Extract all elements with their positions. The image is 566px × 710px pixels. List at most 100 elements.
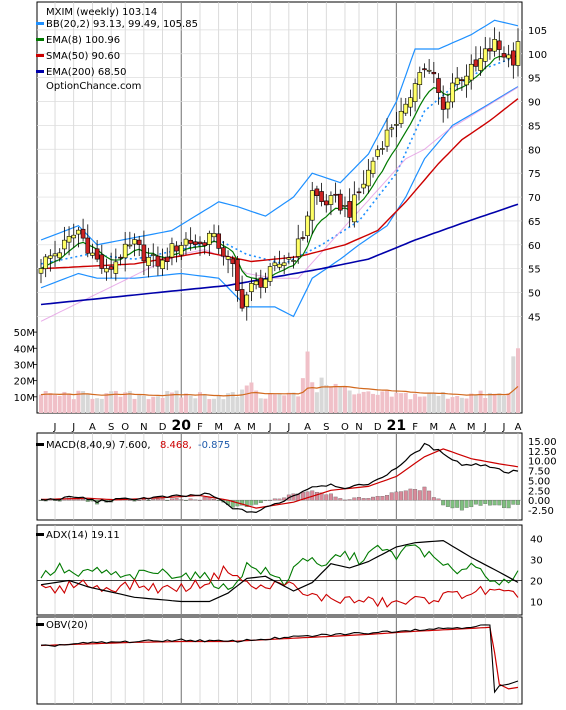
- volume-bar: [43, 390, 48, 413]
- month-label: J: [53, 422, 57, 433]
- volume-bar: [455, 396, 460, 413]
- candle-body: [122, 243, 128, 259]
- candle-body: [384, 129, 390, 147]
- macd-signal-line: [40, 448, 519, 509]
- macd-hist-bar: [324, 494, 329, 501]
- volume-bar: [151, 396, 156, 413]
- candle-body: [48, 255, 53, 259]
- price-panel: [38, 19, 521, 322]
- macd-hist-bar: [184, 500, 188, 501]
- candle-body: [281, 262, 287, 266]
- volume-bar: [109, 391, 114, 413]
- legend-ema200-label: EMA(200) 68.50: [46, 67, 126, 78]
- adx-line: [40, 539, 519, 603]
- month-label: A: [304, 422, 311, 433]
- volume-bar: [71, 399, 76, 413]
- volume-bar: [123, 392, 128, 413]
- month-label: M: [247, 422, 256, 433]
- macd-hist-bar: [333, 496, 338, 501]
- macd-hist-bar: [459, 500, 464, 511]
- price-tick-label: 55: [528, 265, 541, 276]
- macd-hist-bar: [483, 500, 488, 504]
- volume-bar: [408, 399, 413, 413]
- volume-bar: [399, 393, 404, 413]
- candle-body: [450, 82, 455, 103]
- macd-panel: [37, 442, 522, 514]
- candle-body: [328, 195, 334, 205]
- candle-body: [249, 283, 254, 293]
- candle-body: [71, 234, 77, 239]
- macd-hist-bar: [39, 500, 43, 501]
- macd-tick-label: 10.00: [528, 457, 557, 468]
- macd-hist-bar: [371, 496, 375, 501]
- price-tick-label: 45: [528, 312, 541, 323]
- legend-sma50-swatch: [36, 54, 44, 57]
- candle-body: [178, 245, 184, 256]
- obv-legend-swatch: [36, 623, 44, 626]
- volume-bar: [492, 393, 497, 413]
- volume-tick-label: 30M: [14, 360, 35, 371]
- macd-hist-bar: [268, 499, 273, 501]
- obv-panel: [40, 624, 519, 694]
- price-tick-label: 105: [528, 26, 547, 37]
- price-tick-label: 50: [528, 289, 541, 300]
- volume-bar: [216, 395, 221, 413]
- volume-bar: [366, 391, 371, 413]
- adx-tick-label: 10: [530, 598, 543, 609]
- volume-bar: [155, 396, 160, 413]
- month-label: 20: [172, 418, 192, 434]
- candle-body: [127, 244, 133, 247]
- volume-bar: [413, 393, 418, 413]
- candle-body: [230, 258, 236, 264]
- volume-bar: [394, 392, 399, 413]
- macd-signal-value: 8.468,: [160, 440, 192, 451]
- macd-hist-bar: [455, 500, 460, 508]
- candle-body: [244, 294, 250, 307]
- candle-body: [90, 252, 95, 256]
- macd-hist-bar: [380, 496, 385, 501]
- price-tick-label: 65: [528, 217, 541, 228]
- candle-body: [80, 228, 86, 239]
- candle-body: [188, 239, 193, 244]
- month-axis: J J A S O N D 20 F M A M J J A S O N D 21 F M A M J J A: [53, 418, 522, 434]
- macd-tick-label: 15.00: [528, 437, 557, 448]
- candle-body: [267, 266, 273, 282]
- candle-body: [207, 232, 212, 245]
- candle-body: [216, 233, 222, 249]
- macd-hist-bar: [151, 499, 156, 501]
- volume-bar: [436, 396, 441, 413]
- candle-body: [375, 149, 381, 157]
- candle-body: [492, 39, 497, 52]
- candle-body: [487, 48, 493, 52]
- candle-body: [417, 72, 423, 85]
- legend-ema8-label: EMA(8) 100.96: [46, 35, 120, 46]
- macd-hist-bar: [76, 499, 81, 501]
- volume-bar: [127, 390, 132, 413]
- macd-hist-bar: [361, 498, 366, 501]
- volume-bar: [361, 391, 366, 413]
- volume-bar: [483, 397, 488, 413]
- candle-body: [183, 238, 189, 246]
- macd-hist-bar: [314, 491, 319, 501]
- volume-bar: [319, 377, 324, 413]
- watermark: OptionChance.com: [46, 81, 141, 92]
- macd-hist-bar: [516, 500, 520, 505]
- month-label: D: [159, 422, 167, 433]
- macd-hist-bar: [254, 500, 259, 505]
- macd-hist-bar: [502, 500, 506, 509]
- volume-bar: [464, 398, 469, 413]
- macd-hist-bar: [366, 498, 371, 501]
- adx-title: ADX(14) 19.11: [46, 530, 120, 541]
- macd-hist-bar: [282, 497, 287, 501]
- macd-tick-label: 2.50: [528, 486, 550, 497]
- volume-bar: [254, 390, 259, 413]
- candle-body: [225, 256, 231, 260]
- grid-layer: [36, 1, 523, 705]
- volume-bar: [132, 398, 137, 413]
- candle-body: [309, 190, 315, 221]
- volume-bar: [431, 393, 436, 413]
- macd-hist-bar: [193, 499, 198, 501]
- volume-bar: [427, 392, 432, 413]
- candle-body: [239, 289, 245, 309]
- volume-bar: [333, 383, 338, 413]
